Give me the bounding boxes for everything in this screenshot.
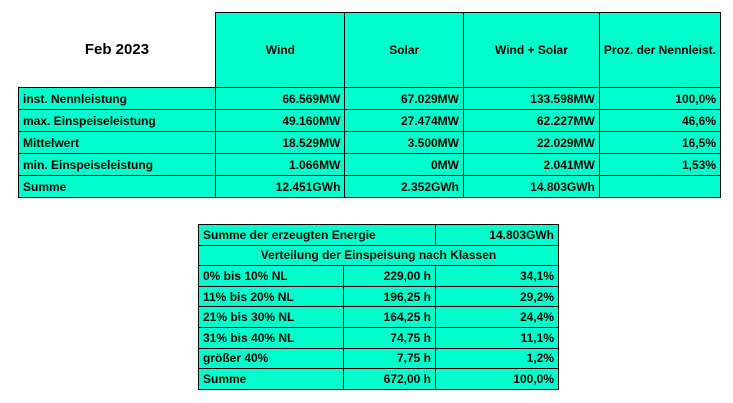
data-row: inst. Nennleistung 66.569MW 67.029MW 133.59… [17, 87, 722, 110]
row-label: inst. Nennleistung [17, 87, 217, 110]
cell-value: 196,25 h [343, 285, 436, 308]
distribution-table: Summe der erzeugten Energie 14.803GWh Vert… [198, 224, 559, 390]
data-row: 21% bis 30% NL 164,25 h 24,4% [198, 306, 559, 328]
cell-value: 46,6% [598, 109, 722, 132]
total-value: 14.803GWh [435, 224, 559, 246]
data-row: Mittelwert 18.529MW 3.500MW 22.029MW 16,5% [17, 131, 722, 154]
header-row: Feb 2023 Wind Solar Wind + Solar Proz. der N… [18, 12, 722, 88]
data-row: 31% bis 40% NL 74,75 h 11,1% [198, 326, 559, 349]
row-label: 31% bis 40% NL [198, 326, 344, 349]
data-row: Summe 672,00 h 100,0% [198, 368, 559, 390]
cell-value: 27.474MW [344, 109, 464, 132]
cell-value: 672,00 h [343, 368, 436, 390]
cell-value: 3.500MW [344, 131, 464, 154]
total-label: Summe der erzeugten Energie [198, 224, 436, 246]
column-header: Proz. der Nennleist. [598, 12, 722, 88]
cell-value: 34,1% [435, 265, 559, 287]
cell-value: 11,1% [435, 326, 559, 349]
row-label: größer 40% [198, 347, 344, 370]
column-header: Solar [344, 12, 464, 88]
cell-value: 67.029MW [344, 87, 464, 110]
row-label: min. Einspeiseleistung [17, 153, 217, 176]
cell-value: 133.598MW [463, 87, 600, 110]
subtitle: Verteilung der Einspeisung nach Klassen [198, 244, 559, 267]
cell-value: 1.066MW [215, 153, 346, 176]
row-label: Summe [198, 368, 344, 390]
cell-value: 14.803GWh [463, 175, 600, 198]
cell-value: 2.352GWh [344, 175, 464, 198]
cell-value: 1,53% [598, 153, 722, 176]
row-label: 11% bis 20% NL [198, 285, 344, 308]
cell-value: 100,0% [598, 87, 722, 110]
cell-value: 2.041MW [463, 153, 600, 176]
cell-value: 16,5% [598, 131, 722, 154]
data-row: 0% bis 10% NL 229,00 h 34,1% [198, 265, 559, 287]
empty-cell [598, 175, 722, 198]
data-row: Summe 12.451GWh 2.352GWh 14.803GWh [17, 175, 722, 198]
cell-value: 0MW [344, 153, 464, 176]
row-label: Mittelwert [17, 131, 217, 154]
cell-value: 18.529MW [215, 131, 346, 154]
total-row: Summe der erzeugten Energie 14.803GWh [198, 224, 559, 246]
data-row: größer 40% 7,75 h 1,2% [198, 347, 559, 370]
subtitle-row: Verteilung der Einspeisung nach Klassen [198, 244, 559, 267]
cell-value: 1,2% [435, 347, 559, 370]
cell-value: 7,75 h [343, 347, 436, 370]
cell-value: 66.569MW [215, 87, 346, 110]
data-row: max. Einspeiseleistung 49.160MW 27.474MW 62… [17, 109, 722, 132]
cell-value: 24,4% [435, 306, 559, 328]
cell-value: 229,00 h [343, 265, 436, 287]
cell-value: 164,25 h [343, 306, 436, 328]
data-row: 11% bis 20% NL 196,25 h 29,2% [198, 285, 559, 308]
cell-value: 49.160MW [215, 109, 346, 132]
column-header: Wind + Solar [463, 12, 600, 88]
cell-value: 29,2% [435, 285, 559, 308]
data-row: min. Einspeiseleistung 1.066MW 0MW 2.041MW 1… [17, 153, 722, 176]
row-label: Summe [17, 175, 217, 198]
cell-value: 74,75 h [343, 326, 436, 349]
column-header: Wind [215, 12, 346, 88]
row-label: 21% bis 30% NL [198, 306, 344, 328]
table-title: Feb 2023 [18, 12, 216, 88]
row-label: max. Einspeiseleistung [17, 109, 217, 132]
cell-value: 100,0% [435, 368, 559, 390]
cell-value: 22.029MW [463, 131, 600, 154]
row-label: 0% bis 10% NL [198, 265, 344, 287]
cell-value: 62.227MW [463, 109, 600, 132]
cell-value: 12.451GWh [215, 175, 346, 198]
summary-table: Feb 2023 Wind Solar Wind + Solar Proz. der N… [17, 12, 722, 198]
